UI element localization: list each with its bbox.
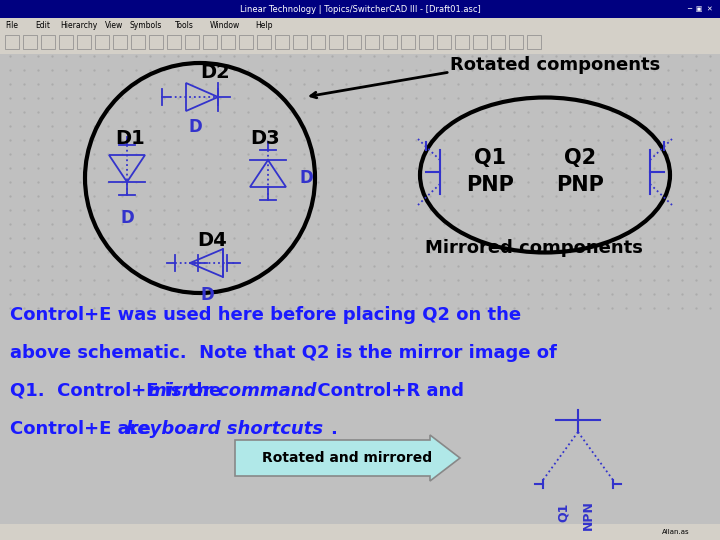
- FancyBboxPatch shape: [491, 35, 505, 49]
- FancyBboxPatch shape: [383, 35, 397, 49]
- Text: .  Control+R and: . Control+R and: [298, 382, 464, 400]
- Text: D2: D2: [200, 64, 230, 83]
- FancyBboxPatch shape: [149, 35, 163, 49]
- Text: Rotated components: Rotated components: [450, 56, 660, 74]
- FancyBboxPatch shape: [131, 35, 145, 49]
- FancyBboxPatch shape: [365, 35, 379, 49]
- FancyBboxPatch shape: [113, 35, 127, 49]
- Text: Linear Technology | Topics/SwitcherCAD III - [Draft01.asc]: Linear Technology | Topics/SwitcherCAD I…: [240, 4, 480, 14]
- FancyBboxPatch shape: [473, 35, 487, 49]
- Text: Q1: Q1: [557, 502, 570, 522]
- FancyBboxPatch shape: [239, 35, 253, 49]
- Text: Rotated and mirrored: Rotated and mirrored: [262, 451, 433, 465]
- FancyBboxPatch shape: [221, 35, 235, 49]
- Text: Q1: Q1: [474, 148, 506, 168]
- Text: D: D: [200, 286, 214, 304]
- FancyBboxPatch shape: [419, 35, 433, 49]
- FancyBboxPatch shape: [59, 35, 73, 49]
- FancyBboxPatch shape: [401, 35, 415, 49]
- Text: Q2: Q2: [564, 148, 596, 168]
- Text: View: View: [105, 21, 123, 30]
- FancyBboxPatch shape: [77, 35, 91, 49]
- Text: NPN: NPN: [582, 500, 595, 530]
- Text: D4: D4: [197, 231, 227, 249]
- Text: D: D: [188, 118, 202, 136]
- Text: Symbols: Symbols: [130, 21, 163, 30]
- FancyBboxPatch shape: [167, 35, 181, 49]
- FancyBboxPatch shape: [527, 35, 541, 49]
- Text: D3: D3: [250, 129, 280, 147]
- FancyBboxPatch shape: [347, 35, 361, 49]
- FancyBboxPatch shape: [437, 35, 451, 49]
- Text: D1: D1: [115, 129, 145, 147]
- Text: above schematic.  Note that Q2 is the mirror image of: above schematic. Note that Q2 is the mir…: [10, 344, 557, 362]
- Text: ─  ▣  ✕: ─ ▣ ✕: [687, 6, 713, 12]
- FancyBboxPatch shape: [329, 35, 343, 49]
- FancyBboxPatch shape: [0, 0, 720, 18]
- Text: Help: Help: [255, 21, 272, 30]
- Text: Q1.  Control+E is the: Q1. Control+E is the: [10, 382, 228, 400]
- Text: Allan.as: Allan.as: [662, 529, 690, 535]
- FancyBboxPatch shape: [185, 35, 199, 49]
- FancyBboxPatch shape: [0, 524, 720, 540]
- Text: Control+E was used here before placing Q2 on the: Control+E was used here before placing Q…: [10, 306, 521, 324]
- Text: Edit: Edit: [35, 21, 50, 30]
- Text: Mirrored components: Mirrored components: [425, 239, 643, 257]
- FancyBboxPatch shape: [0, 18, 720, 32]
- Text: keyboard shortcuts: keyboard shortcuts: [126, 420, 323, 438]
- Text: mirror command: mirror command: [148, 382, 317, 400]
- Text: Tools: Tools: [175, 21, 194, 30]
- FancyBboxPatch shape: [203, 35, 217, 49]
- Text: File: File: [5, 21, 18, 30]
- FancyArrow shape: [235, 435, 460, 481]
- FancyBboxPatch shape: [5, 35, 19, 49]
- FancyBboxPatch shape: [23, 35, 37, 49]
- FancyBboxPatch shape: [257, 35, 271, 49]
- Text: .: .: [330, 420, 337, 438]
- Text: Hierarchy: Hierarchy: [60, 21, 97, 30]
- FancyBboxPatch shape: [455, 35, 469, 49]
- Text: PNP: PNP: [556, 175, 604, 195]
- Text: D: D: [299, 169, 313, 187]
- FancyBboxPatch shape: [509, 35, 523, 49]
- Text: PNP: PNP: [466, 175, 514, 195]
- FancyBboxPatch shape: [311, 35, 325, 49]
- Text: D: D: [120, 209, 134, 227]
- FancyBboxPatch shape: [95, 35, 109, 49]
- Text: Window: Window: [210, 21, 240, 30]
- FancyBboxPatch shape: [0, 32, 720, 54]
- FancyBboxPatch shape: [275, 35, 289, 49]
- FancyBboxPatch shape: [293, 35, 307, 49]
- FancyBboxPatch shape: [41, 35, 55, 49]
- Text: Control+E are: Control+E are: [10, 420, 157, 438]
